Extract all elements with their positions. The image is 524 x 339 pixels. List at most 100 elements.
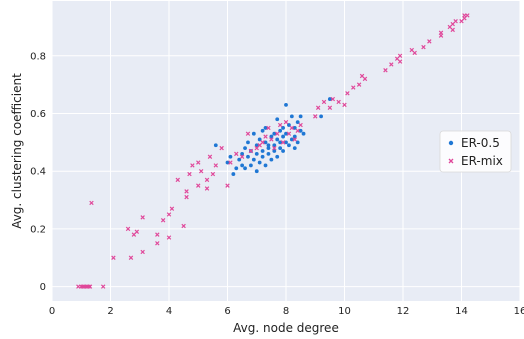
data-point: [260, 154, 265, 159]
data-point: [184, 189, 189, 194]
data-point: [289, 114, 294, 119]
data-point: [231, 172, 236, 176]
data-point: [155, 232, 160, 237]
data-point: [155, 241, 160, 246]
data-point: [184, 194, 189, 200]
data-point: [295, 128, 300, 134]
data-point: [277, 122, 283, 128]
data-point: [210, 171, 216, 177]
data-point: [336, 99, 341, 105]
data-point: [243, 146, 247, 151]
data-point: [213, 163, 219, 168]
data-point: [342, 102, 347, 108]
x-tick-label: 2: [107, 306, 113, 317]
data-point: [421, 44, 426, 50]
data-point: [246, 154, 250, 159]
data-point: [269, 157, 274, 162]
data-point: [140, 215, 145, 220]
data-point: [187, 171, 192, 177]
x-tick-label: 16: [514, 306, 524, 317]
data-point: [243, 166, 247, 171]
data-point: [266, 151, 271, 156]
data-point: [254, 151, 259, 156]
data-point: [260, 149, 265, 153]
x-tick-label: 12: [397, 306, 410, 317]
data-point: [397, 53, 403, 59]
data-point: [275, 117, 280, 122]
data-point: [239, 154, 245, 159]
data-point: [284, 102, 288, 107]
data-point: [284, 131, 288, 136]
data-point: [269, 134, 274, 139]
data-point: [453, 18, 458, 24]
data-point: [298, 114, 303, 119]
gridlines: [51, 1, 521, 301]
data-point: [254, 169, 259, 174]
data-point: [280, 140, 286, 145]
x-tick-label: 0: [49, 306, 55, 317]
data-point: [281, 134, 285, 139]
data-point: [263, 140, 268, 145]
data-point: [298, 122, 303, 128]
data-point: [204, 186, 210, 191]
data-point: [263, 163, 268, 168]
y-tick-label: 0.8: [30, 51, 46, 62]
data-point: [86, 284, 91, 289]
data-point: [295, 140, 300, 145]
data-point: [100, 284, 106, 289]
data-point: [298, 128, 303, 133]
data-point: [383, 68, 388, 73]
x-axis-label: Avg. node degree: [233, 321, 339, 335]
legend-marker: [448, 158, 454, 164]
data-point: [275, 137, 280, 142]
data-point: [166, 212, 172, 217]
y-axis-label: Avg. clustering coefficient: [10, 73, 24, 229]
x-tick-label: 6: [224, 306, 230, 317]
data-point: [266, 146, 271, 151]
data-point: [248, 148, 254, 154]
data-point: [181, 223, 186, 229]
y-tick-label: 0.6: [30, 109, 46, 120]
data-point: [301, 131, 306, 136]
data-point: [465, 13, 470, 18]
data-point: [278, 140, 283, 145]
data-point: [228, 154, 233, 159]
data-point: [240, 163, 245, 168]
legend: ER-0.5 ER-mix: [439, 130, 512, 173]
data-point: [225, 160, 230, 165]
x-axis-ticks: 0 2 4 6 8 10 12 14 16: [49, 306, 524, 317]
data-point: [284, 140, 288, 145]
data-point: [286, 131, 292, 136]
data-point: [266, 143, 271, 148]
data-point: [289, 125, 295, 131]
series-er-mix: [76, 13, 470, 289]
data-point: [263, 134, 268, 139]
data-point: [111, 255, 116, 260]
x-tick-label: 4: [166, 306, 172, 317]
data-point: [295, 120, 300, 125]
data-point: [166, 235, 172, 240]
data-point: [125, 226, 131, 232]
data-point: [213, 143, 218, 148]
data-points: [76, 13, 470, 289]
data-point: [134, 229, 140, 234]
legend-marker: [448, 140, 454, 146]
data-point: [263, 126, 268, 130]
data-point: [281, 149, 285, 153]
data-point: [351, 85, 356, 90]
data-point: [234, 151, 239, 157]
data-point: [269, 137, 274, 142]
legend-label: ER-mix: [461, 154, 503, 168]
data-point: [266, 125, 271, 131]
data-point: [292, 146, 297, 151]
data-point: [356, 82, 362, 87]
y-axis-ticks: 0 0.2 0.4 0.6 0.8: [30, 51, 46, 293]
data-point: [160, 218, 166, 223]
data-point: [87, 284, 93, 289]
data-point: [321, 99, 327, 105]
data-point: [272, 131, 277, 136]
data-point: [225, 183, 230, 188]
data-point: [412, 50, 417, 56]
data-point: [260, 128, 265, 133]
data-point: [254, 143, 259, 148]
